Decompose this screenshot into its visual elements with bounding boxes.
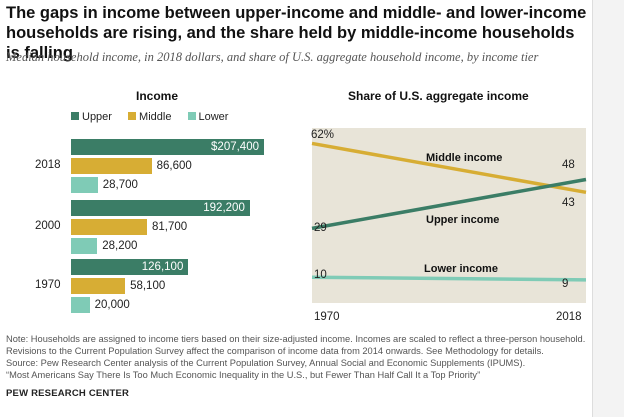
year-label-2000: 2000 [35,220,61,232]
bar-label-middle-1970: 58,100 [130,280,166,292]
income-panel-title: Income [136,89,179,103]
series-label-middle: Middle income [426,152,503,164]
bar-label-upper-1970: 126,100 [141,261,184,273]
bar-middle-2018 [71,158,152,174]
bar-upper-1970 [71,259,189,275]
bar-lower-2000 [71,238,98,254]
start-value-upper: 29 [314,222,327,235]
bar-upper-2018 [71,139,264,155]
year-label-1970: 1970 [35,279,61,291]
line-lower-income [311,275,587,282]
footnote-note-2: Revisions to the Current Population Surv… [6,346,544,357]
bar-middle-2000 [71,219,148,235]
series-label-upper: Upper income [426,214,500,226]
legend-swatch-lower [187,112,196,120]
footnote-report: “Most Americans Say There Is Too Much Ec… [6,370,481,381]
bar-upper-2000 [71,200,250,216]
bar-label-lower-2018: 28,700 [102,179,138,191]
x-tick-2018: 2018 [556,311,582,323]
legend-swatch-upper [71,112,79,120]
start-value-middle: 62% [311,129,335,142]
x-tick-1970: 1970 [314,311,340,323]
series-label-lower: Lower income [424,263,498,275]
brand-name: PEW RESEARCH CENTER [6,388,130,399]
footnote-note-1: Note: Households are assigned to income … [6,334,586,344]
legend-label-lower: Lower [198,111,229,123]
line-upper-income [311,177,587,231]
end-value-middle: 43 [562,197,575,210]
end-value-upper: 48 [562,159,575,172]
bar-label-lower-1970: 20,000 [94,299,130,311]
chart-subtitle: Median household income, in 2018 dollars… [6,50,539,64]
legend-swatch-middle [128,112,137,120]
bar-lower-2018 [71,177,98,193]
bar-middle-1970 [71,278,126,294]
bar-label-upper-2018: $207,400 [211,141,259,153]
bar-label-middle-2018: 86,600 [156,160,192,172]
share-panel-title: Share of U.S. aggregate income [348,89,529,103]
chart-title: The gaps in income between upper-income … [6,4,587,62]
share-plot-area [312,128,586,303]
footnote-source: Source: Pew Research Center analysis of … [6,358,526,369]
right-edge-strip [592,0,624,417]
legend-label-upper: Upper [82,111,112,123]
legend-label-middle: Middle [139,111,172,123]
legend-item-lower: Lower [187,111,229,123]
footnote: Note: Households are assigned to income … [6,333,611,381]
bar-lower-1970 [71,297,90,313]
bar-label-lower-2000: 28,200 [102,240,138,252]
start-value-lower: 10 [314,269,327,282]
legend-item-middle: Middle [128,111,171,123]
bar-label-middle-2000: 81,700 [152,221,188,233]
bar-label-upper-2000: 192,200 [203,202,245,214]
end-value-lower: 9 [562,277,569,290]
income-legend: Upper Middle Lower [71,111,241,123]
line-middle-income [311,141,587,195]
legend-item-upper: Upper [71,111,112,123]
year-label-2018: 2018 [35,159,61,171]
